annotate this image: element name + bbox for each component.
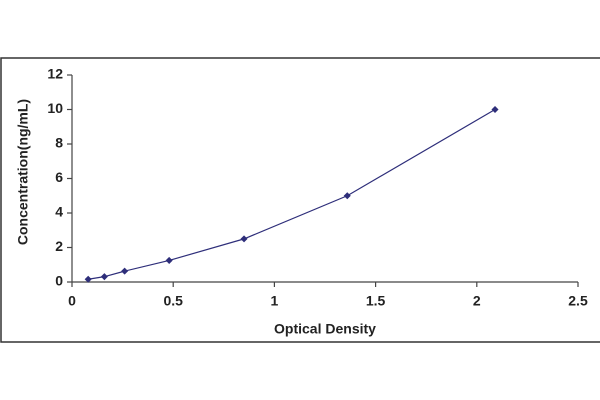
x-axis-label: Optical Density <box>274 321 376 337</box>
x-tick-label: 2 <box>473 293 481 309</box>
y-axis-label: Concentration(ng/mL) <box>15 99 31 245</box>
y-tick-label: 12 <box>47 66 63 82</box>
y-tick-label: 8 <box>55 135 63 151</box>
data-point <box>121 267 129 275</box>
data-point <box>165 256 173 264</box>
x-tick-label: 1 <box>271 293 279 309</box>
y-tick-label: 4 <box>55 204 63 220</box>
data-point <box>84 275 92 283</box>
y-tick-label: 0 <box>55 273 63 289</box>
x-tick-label: 0 <box>68 293 76 309</box>
data-point <box>343 192 351 200</box>
y-tick-label: 2 <box>55 238 63 254</box>
x-tick-label: 0.5 <box>163 293 183 309</box>
x-tick-label: 2.5 <box>568 293 588 309</box>
data-point <box>240 235 248 243</box>
frame <box>0 57 600 343</box>
series-line <box>88 108 496 280</box>
y-tick-label: 10 <box>47 100 63 116</box>
y-tick-label: 6 <box>55 169 63 185</box>
data-point <box>491 105 499 114</box>
x-tick-label: 1.5 <box>366 293 386 309</box>
data-point <box>100 273 108 281</box>
